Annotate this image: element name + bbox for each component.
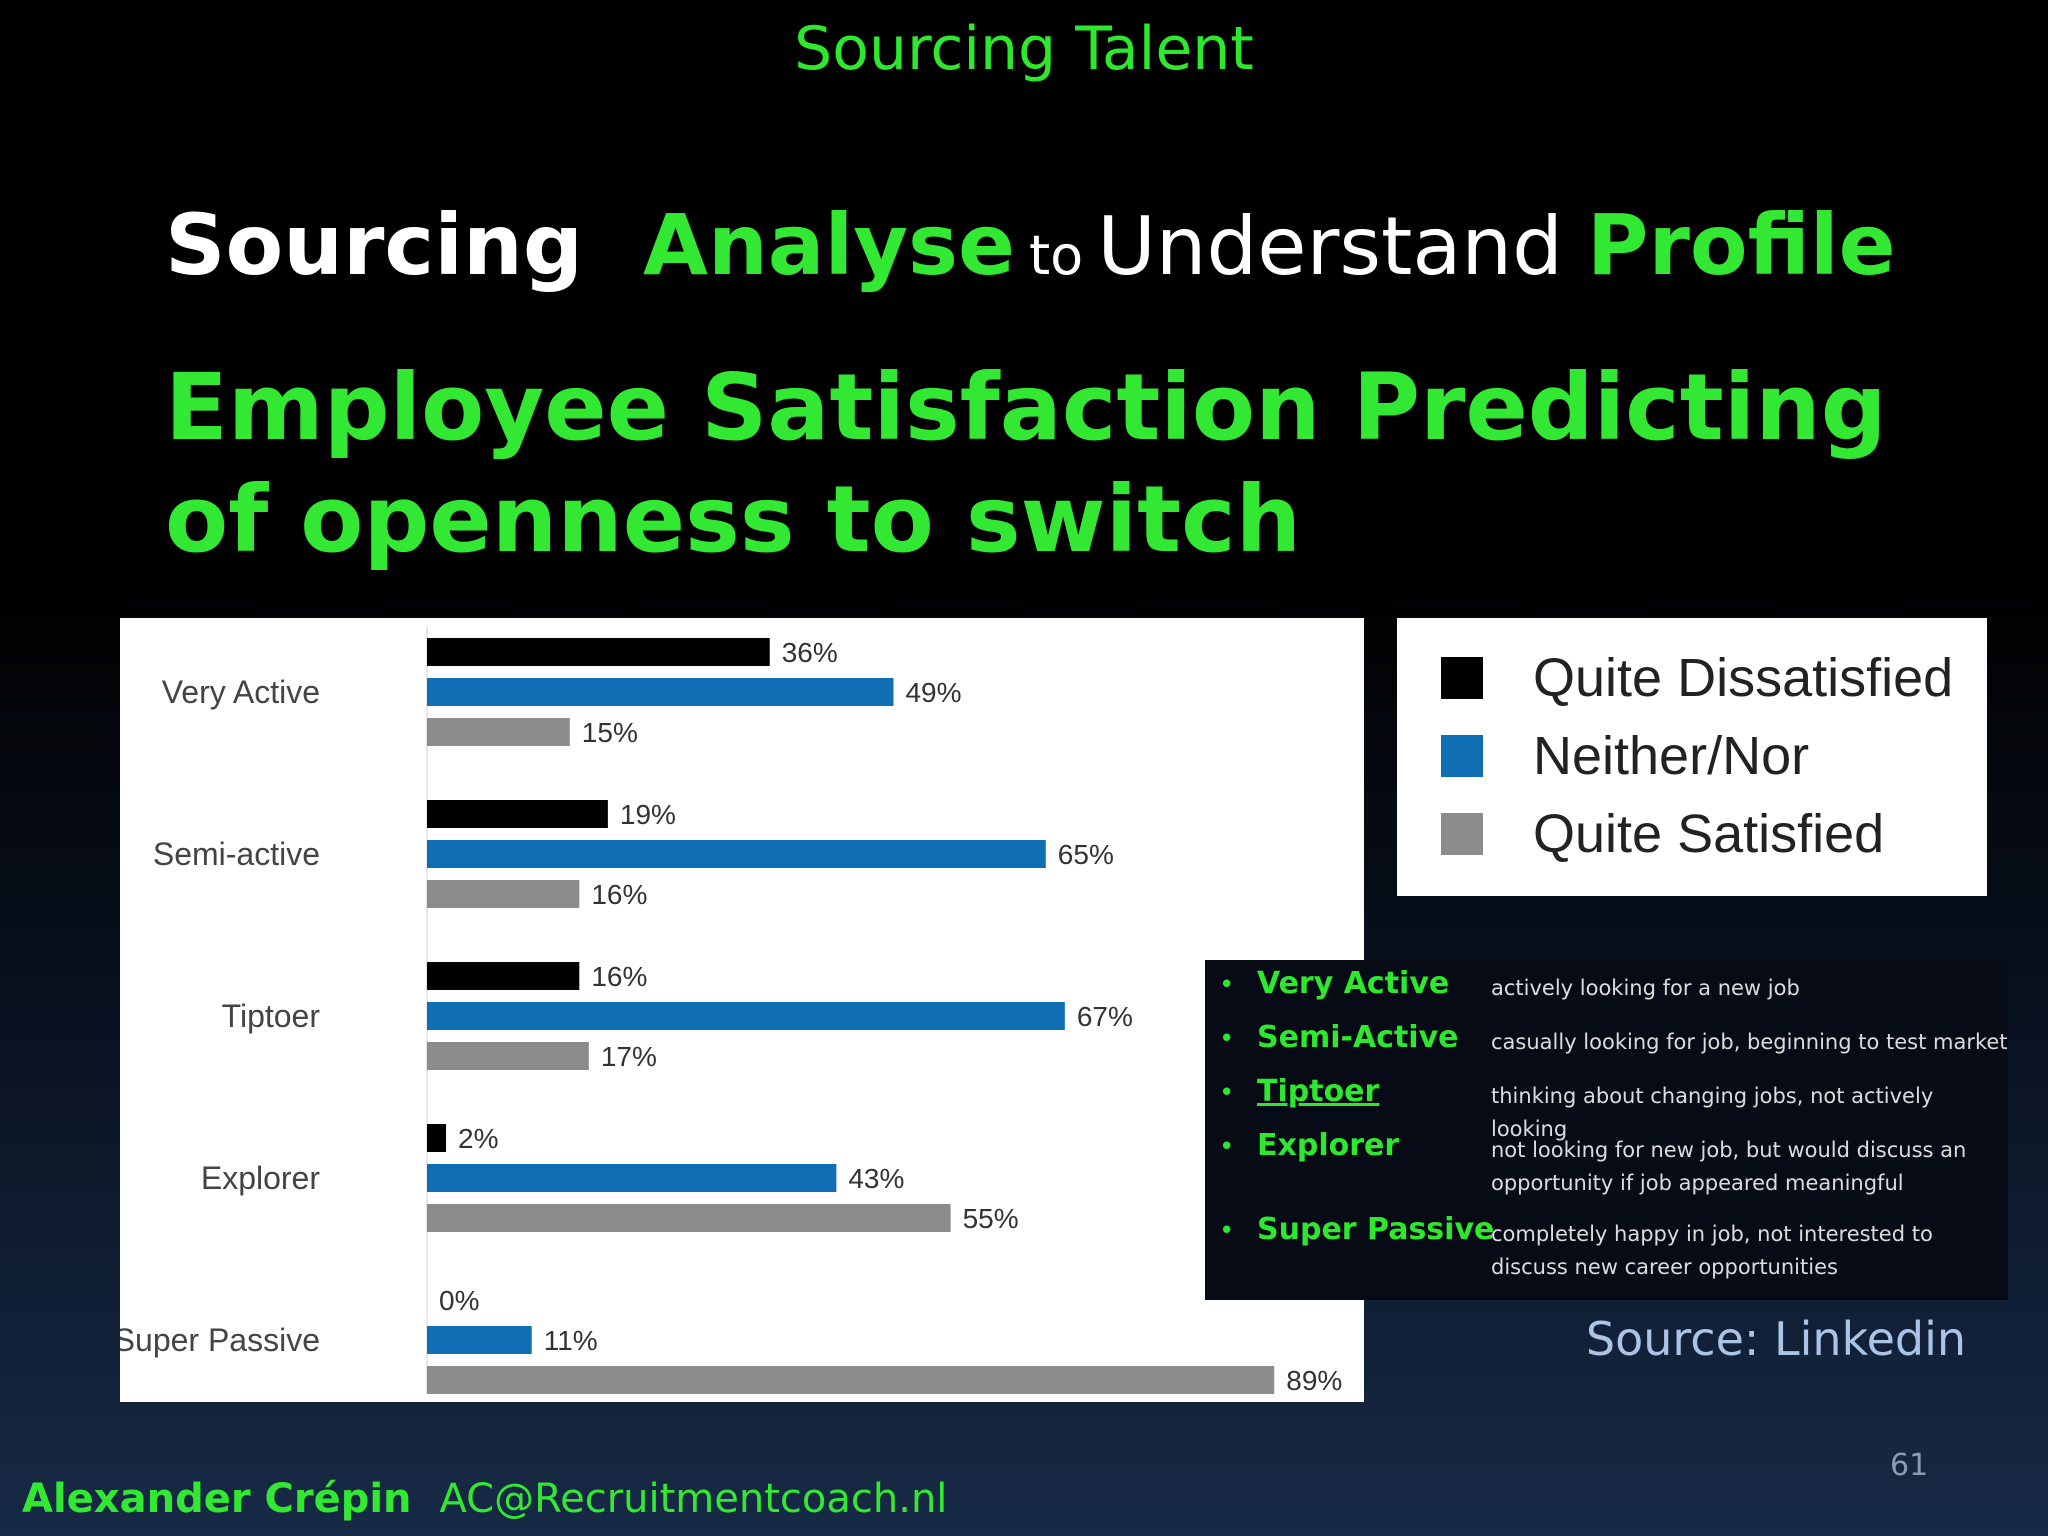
- data-label: 55%: [963, 1203, 1019, 1234]
- definition-desc: completely happy in job, not interested …: [1491, 1222, 1933, 1279]
- legend-swatch-neither: [1441, 735, 1483, 777]
- definition-term-link[interactable]: Tiptoer: [1257, 1074, 1380, 1109]
- data-label: 17%: [601, 1041, 657, 1072]
- definition-term: Explorer: [1257, 1128, 1400, 1163]
- bar: [427, 1164, 837, 1192]
- bar: [427, 1042, 589, 1070]
- data-label: 36%: [782, 637, 838, 668]
- bar: [427, 1366, 1275, 1394]
- chart-legend: Quite Dissatisfied Neither/Nor Quite Sat…: [1397, 618, 1987, 896]
- legend-label-neither: Neither/Nor: [1533, 726, 1810, 786]
- data-label: 15%: [582, 717, 638, 748]
- definition-term: Super Passive: [1257, 1212, 1495, 1247]
- data-label: 16%: [591, 961, 647, 992]
- bullet-icon: •: [1219, 1078, 1235, 1108]
- source-note: Source: Linkedin: [1585, 1312, 1966, 1366]
- bar-chart: Very Active 36% 49% 15% Semi-active 19% 65% 16%…: [120, 626, 1342, 1396]
- headline-analyse: Analyse: [642, 196, 1015, 294]
- legend-label-dissatisfied: Quite Dissatisfied: [1533, 648, 1954, 708]
- data-label: 0%: [439, 1285, 479, 1316]
- footer-author: Alexander Crépin: [22, 1476, 412, 1522]
- definition-desc: actively looking for a new job: [1491, 976, 1800, 1000]
- category-label: Explorer: [201, 1160, 321, 1196]
- data-label: 2%: [458, 1123, 498, 1154]
- data-label: 19%: [620, 799, 676, 830]
- footer-email: AC@Recruitmentcoach.nl: [439, 1476, 948, 1522]
- bullet-icon: •: [1219, 1216, 1235, 1246]
- slide-title: Employee Satisfaction Predicting of open…: [165, 354, 1887, 573]
- category-label: Super Passive: [120, 1322, 320, 1358]
- bar: [427, 1326, 532, 1354]
- legend-swatch-satisfied: [1441, 813, 1483, 855]
- legend-swatch-dissatisfied: [1441, 657, 1483, 699]
- slide-section-label: Sourcing Talent: [794, 14, 1254, 84]
- page-number: 61: [1890, 1448, 1929, 1483]
- bar-chart-panel: Very Active 36% 49% 15% Semi-active 19% 65% 16%…: [120, 618, 1364, 1402]
- bar: [427, 1204, 951, 1232]
- bar: [427, 880, 580, 908]
- definition-desc: casually looking for job, beginning to t…: [1491, 1030, 2008, 1054]
- bar: [427, 638, 770, 666]
- bar: [427, 678, 894, 706]
- data-label: 49%: [905, 677, 961, 708]
- bar: [427, 1002, 1065, 1030]
- definition-term: Very Active: [1257, 966, 1450, 1001]
- category-definitions: • Very Active actively looking for a new…: [1205, 960, 2008, 1300]
- bar: [427, 962, 580, 990]
- bar: [427, 718, 570, 746]
- data-label: 11%: [544, 1325, 598, 1356]
- data-label: 43%: [848, 1163, 904, 1194]
- category-label: Tiptoer: [222, 998, 321, 1034]
- bar: [427, 1124, 447, 1152]
- headline-sourcing: Sourcing: [165, 196, 583, 294]
- footer: Alexander Crépin AC@Recruitmentcoach.nl: [22, 1476, 947, 1522]
- headline-understand: Understand: [1097, 200, 1563, 293]
- data-label: 67%: [1077, 1001, 1133, 1032]
- data-label: 65%: [1058, 839, 1114, 870]
- definition-desc: not looking for new job, but would discu…: [1491, 1138, 1967, 1195]
- data-label: 16%: [591, 879, 647, 910]
- headline-to: to: [1028, 224, 1084, 287]
- bullet-icon: •: [1219, 1132, 1235, 1162]
- bullet-icon: •: [1219, 970, 1235, 1000]
- legend-item-satisfied: Quite Satisfied: [1441, 804, 1884, 864]
- bar: [427, 800, 608, 828]
- category-label: Semi-active: [153, 836, 320, 872]
- definition-term: Semi-Active: [1257, 1020, 1459, 1055]
- legend-item-dissatisfied: Quite Dissatisfied: [1441, 648, 1953, 708]
- definition-desc: thinking about changing jobs, not active…: [1491, 1084, 1934, 1141]
- headline-profile: Profile: [1586, 196, 1896, 294]
- legend-item-neither: Neither/Nor: [1441, 726, 1809, 786]
- legend-label-satisfied: Quite Satisfied: [1533, 804, 1885, 864]
- headline: Sourcing Analyse to Understand Profile: [165, 196, 1896, 294]
- category-label: Very Active: [162, 674, 320, 710]
- bar: [427, 840, 1046, 868]
- data-label: 89%: [1286, 1365, 1342, 1396]
- bullet-icon: •: [1219, 1024, 1235, 1054]
